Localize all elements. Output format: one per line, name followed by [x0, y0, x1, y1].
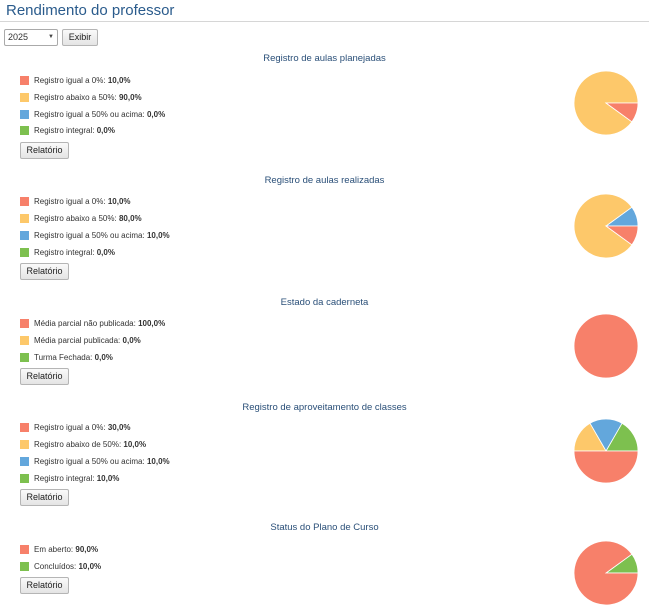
legend-item: Registro igual a 0%: 30,0%: [20, 423, 131, 435]
legend-swatch: [20, 126, 29, 135]
section-title: Estado da caderneta: [280, 297, 369, 308]
legend-item: Média parcial não publicada: 100,0%: [20, 319, 165, 331]
year-select[interactable]: 2025 ▼: [4, 29, 58, 46]
legend-value: 90,0%: [118, 93, 142, 102]
legend-label: Média parcial não publicada:: [34, 319, 136, 328]
legend-value: 100,0%: [138, 319, 166, 328]
legend-value: 80,0%: [118, 214, 142, 223]
section-title: Registro de aulas realizadas: [264, 175, 385, 186]
legend-item: Registro igual a 50% ou acima: 0,0%: [20, 110, 165, 122]
legend-swatch: [20, 423, 29, 432]
legend-label: Registro integral:: [34, 248, 95, 257]
pie-slice-red: [604, 225, 639, 246]
legend-label: Turma Fechada:: [34, 353, 93, 362]
legend-item: Concluídos: 10,0%: [20, 562, 101, 574]
pie-chart: [573, 540, 639, 606]
legend-value: 0,0%: [94, 353, 113, 362]
legend-swatch: [20, 110, 29, 119]
legend-swatch: [20, 336, 29, 345]
legend-value: 10,0%: [123, 440, 147, 449]
legend-swatch: [20, 76, 29, 85]
legend-item: Registro integral: 10,0%: [20, 474, 119, 486]
legend-value: 10,0%: [146, 231, 170, 240]
section-title: Status do Plano de Curso: [270, 522, 379, 533]
legend-value: 10,0%: [107, 76, 131, 85]
legend-label: Registro integral:: [34, 126, 95, 135]
legend-item: Registro igual a 50% ou acima: 10,0%: [20, 457, 170, 469]
report-button[interactable]: Relatório: [20, 577, 69, 594]
pie-slice-red: [573, 313, 639, 379]
legend-value: 0,0%: [96, 248, 115, 257]
legend-label: Registro abaixo de 50%:: [34, 440, 122, 449]
legend-value: 0,0%: [122, 336, 141, 345]
legend-label: Registro igual a 0%:: [34, 197, 106, 206]
chevron-down-icon: ▼: [48, 34, 54, 40]
legend-swatch: [20, 214, 29, 223]
pie-slice-red: [573, 450, 639, 484]
legend-label: Em aberto:: [34, 545, 74, 554]
legend-swatch: [20, 474, 29, 483]
legend-swatch: [20, 440, 29, 449]
legend-swatch: [20, 231, 29, 240]
legend-label: Registro igual a 50% ou acima:: [34, 457, 145, 466]
legend-label: Registro abaixo a 50%:: [34, 93, 117, 102]
legend-item: Registro integral: 0,0%: [20, 248, 115, 260]
legend-swatch: [20, 562, 29, 571]
legend-swatch: [20, 457, 29, 466]
legend-swatch: [20, 319, 29, 328]
legend-item: Registro abaixo a 50%: 90,0%: [20, 93, 142, 105]
pie-chart: [573, 313, 639, 379]
legend-value: 30,0%: [107, 423, 131, 432]
legend-swatch: [20, 248, 29, 257]
report-button[interactable]: Relatório: [20, 368, 69, 385]
year-select-value: 2025: [8, 32, 29, 42]
pie-slice-red: [573, 540, 639, 606]
pie-slice-yellow: [573, 193, 633, 259]
section-title: Registro de aulas planejadas: [263, 53, 386, 64]
legend-value: 0,0%: [146, 110, 166, 119]
legend-swatch: [20, 93, 29, 102]
legend-item: Registro abaixo de 50%: 10,0%: [20, 440, 146, 452]
legend-swatch: [20, 197, 29, 206]
legend-value: 10,0%: [96, 474, 120, 483]
pie-chart: [573, 70, 639, 136]
legend-item: Registro igual a 50% ou acima: 10,0%: [20, 231, 170, 243]
page-title: Rendimento do professor: [0, 0, 649, 22]
legend-item: Registro igual a 0%: 10,0%: [20, 76, 131, 88]
legend-item: Média parcial publicada: 0,0%: [20, 336, 141, 348]
legend-value: 10,0%: [146, 457, 170, 466]
legend-item: Turma Fechada: 0,0%: [20, 353, 113, 365]
legend-label: Registro igual a 50% ou acima:: [34, 110, 145, 119]
section-title: Registro de aproveitamento de classes: [242, 402, 407, 413]
legend-swatch: [20, 545, 29, 554]
legend-value: 0,0%: [96, 126, 115, 135]
report-button[interactable]: Relatório: [20, 142, 69, 159]
legend-label: Registro abaixo a 50%:: [34, 214, 117, 223]
legend-label: Registro integral:: [34, 474, 95, 483]
legend-label: Registro igual a 50% ou acima:: [34, 231, 145, 240]
legend-label: Registro igual a 0%:: [34, 76, 106, 85]
report-button[interactable]: Relatório: [20, 489, 69, 506]
legend-value: 90,0%: [75, 545, 99, 554]
legend-item: Em aberto: 90,0%: [20, 545, 98, 557]
legend-label: Registro igual a 0%:: [34, 423, 106, 432]
legend-value: 10,0%: [107, 197, 131, 206]
legend-item: Registro igual a 0%: 10,0%: [20, 197, 131, 209]
legend-item: Registro integral: 0,0%: [20, 126, 115, 138]
report-button[interactable]: Relatório: [20, 263, 69, 280]
legend-label: Concluídos:: [34, 562, 77, 571]
legend-label: Média parcial publicada:: [34, 336, 121, 345]
legend-swatch: [20, 353, 29, 362]
legend-value: 10,0%: [78, 562, 102, 571]
pie-chart: [573, 418, 639, 484]
pie-slice-red: [604, 102, 639, 123]
legend-item: Registro abaixo a 50%: 80,0%: [20, 214, 142, 226]
pie-chart: [573, 193, 639, 259]
show-button[interactable]: Exibir: [62, 29, 98, 46]
